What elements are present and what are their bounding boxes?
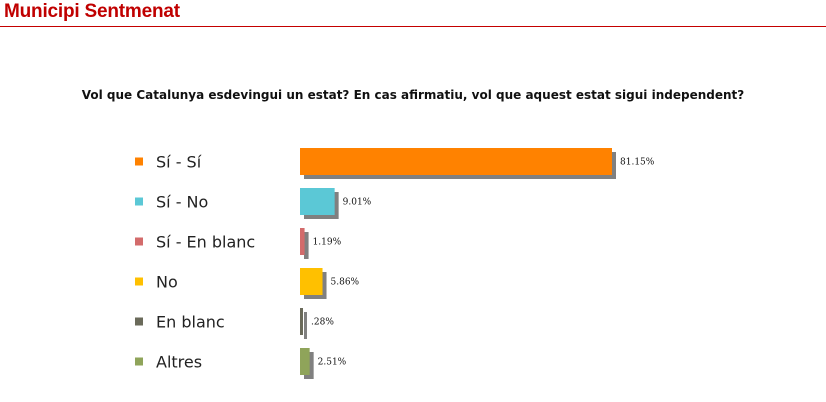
value-label: 9.01% — [343, 198, 372, 208]
legend-swatch — [135, 157, 143, 166]
bar-shadow — [304, 232, 309, 259]
value-label: .28% — [311, 318, 334, 328]
category-label: Sí - No — [156, 193, 208, 212]
value-label: 1.19% — [313, 238, 342, 248]
category-label: En blanc — [156, 313, 225, 332]
bar — [300, 188, 335, 215]
value-label: 5.86% — [331, 278, 360, 288]
bar — [300, 148, 612, 175]
category-label: Altres — [156, 353, 202, 372]
bar — [300, 308, 303, 335]
legend-swatch — [135, 317, 143, 326]
page-title: Municipi Sentmenat — [4, 1, 180, 22]
legend-swatch — [135, 357, 143, 366]
page-header: Municipi Sentmenat — [0, 0, 826, 27]
category-label: Sí - Sí — [156, 153, 202, 172]
value-label: 81.15% — [620, 158, 655, 168]
legend-swatch — [135, 277, 143, 286]
value-label: 2.51% — [318, 358, 347, 368]
bar — [300, 228, 305, 255]
category-label: No — [156, 273, 178, 292]
bar-shadow — [304, 312, 307, 339]
category-label: Sí - En blanc — [156, 233, 255, 252]
legend-swatch — [135, 197, 143, 206]
bar — [300, 348, 310, 375]
bar — [300, 268, 323, 295]
chart-title: Vol que Catalunya esdevingui un estat? E… — [81, 88, 745, 102]
legend-swatch — [135, 237, 143, 246]
